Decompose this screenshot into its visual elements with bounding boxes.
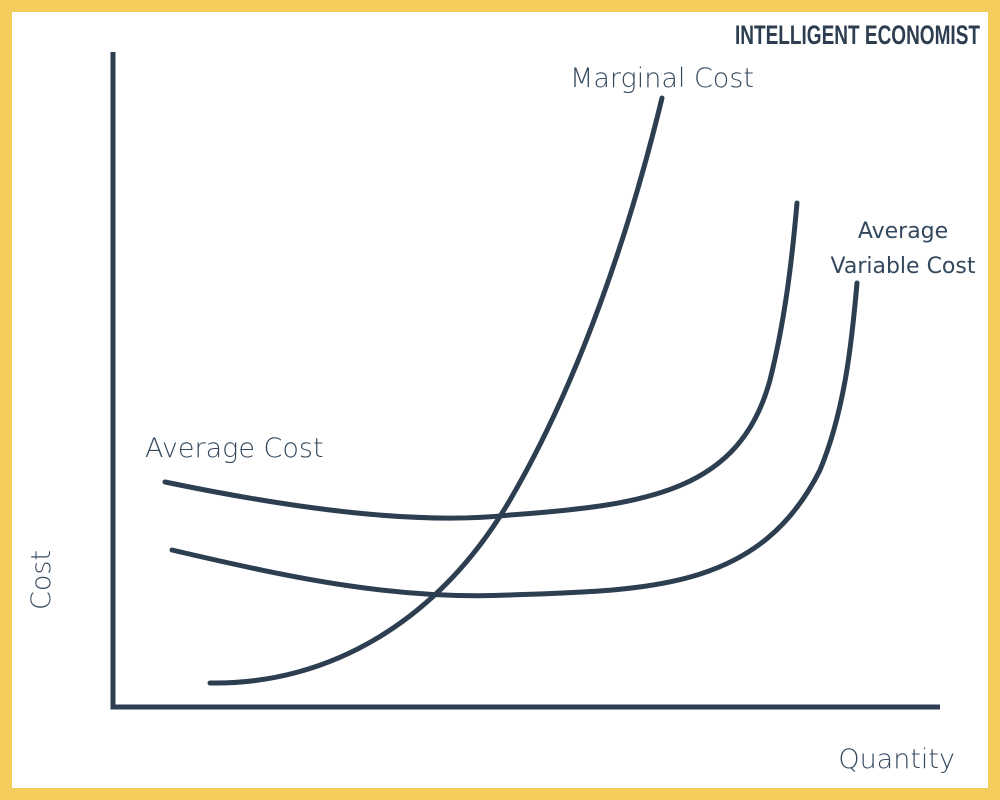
average-cost-curve: [162, 200, 800, 521]
curve-label: Average Cost: [145, 433, 324, 464]
average-variable-cost-curve: [169, 280, 860, 599]
curve-label: Average: [858, 219, 948, 244]
curve-label: Variable Cost: [831, 254, 976, 279]
axes: [110, 52, 940, 710]
y-axis-label: Cost: [26, 550, 57, 610]
marginal-cost-curve: [207, 95, 665, 686]
brand: INTELLIGENT ECONOMIST: [735, 20, 980, 50]
curve-label: Marginal Cost: [570, 63, 754, 94]
x-axis-label: Quantity: [838, 744, 955, 775]
